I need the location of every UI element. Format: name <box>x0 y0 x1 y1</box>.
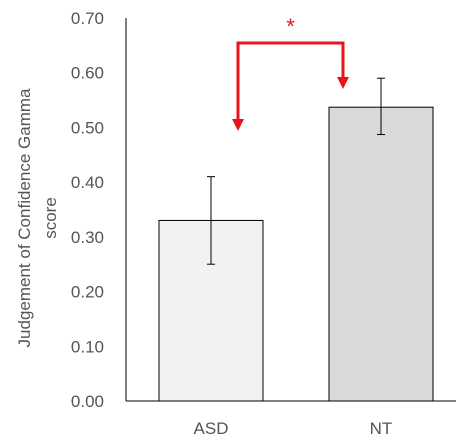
y-tick-label: 0.50 <box>71 118 104 137</box>
bars <box>158 106 434 402</box>
y-axis-title: Judgement of Confidence Gamma score <box>15 88 60 347</box>
y-axis-ticks: 0.00 0.10 0.20 0.30 0.40 0.50 0.60 0.70 <box>71 9 104 411</box>
x-category-label: ASD <box>194 419 229 438</box>
x-category-label: NT <box>370 419 393 438</box>
y-tick-label: 0.00 <box>71 392 104 411</box>
arrowhead-left <box>232 119 244 131</box>
x-axis-categories: ASD NT <box>194 419 393 438</box>
y-tick-label: 0.60 <box>71 64 104 83</box>
y-tick-label: 0.70 <box>71 9 104 28</box>
y-axis-title-line-1: Judgement of Confidence Gamma <box>15 88 34 347</box>
y-tick-label: 0.40 <box>71 173 104 192</box>
y-tick-label: 0.30 <box>71 228 104 247</box>
significance-annotation: * <box>232 14 349 131</box>
significance-star: * <box>286 14 295 39</box>
significance-bracket <box>236 41 345 120</box>
y-tick-label: 0.20 <box>71 283 104 302</box>
y-axis-title-line-2: score <box>41 197 60 239</box>
error-bars <box>207 77 385 265</box>
arrowhead-right <box>337 77 349 89</box>
y-tick-label: 0.10 <box>71 337 104 356</box>
bar-nt <box>328 106 434 402</box>
